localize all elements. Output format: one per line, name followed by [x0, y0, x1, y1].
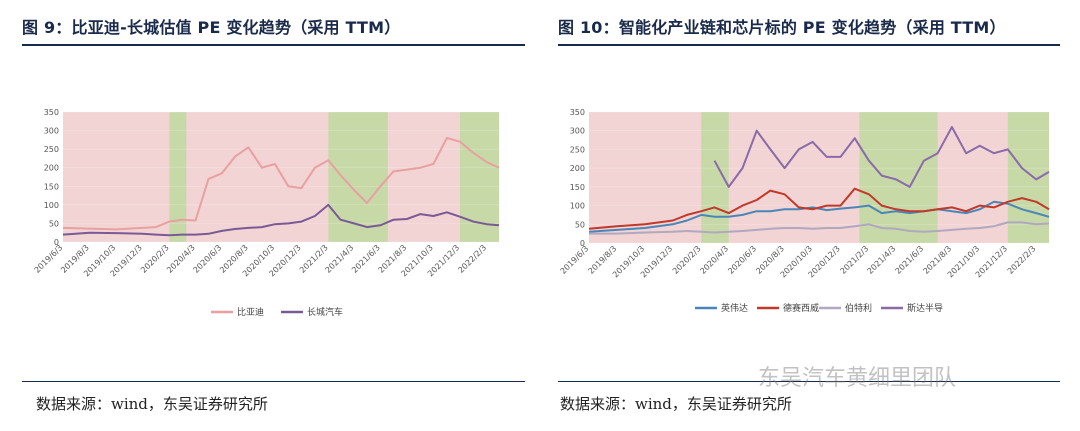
- right-x-tick-label: 2022/2/3: [1006, 244, 1038, 276]
- left-source-rule: [22, 381, 525, 382]
- right-y-tick-label: 100: [570, 202, 585, 211]
- right-pe-chart: 0501001502002503003502019/6/32019/8/3201…: [559, 108, 1050, 314]
- right-legend-label: 斯达半导: [907, 302, 943, 314]
- left-legend-label: 比亚迪: [237, 306, 264, 318]
- right-figure-panel: 图 10：智能化产业链和芯片标的 PE 变化趋势（采用 TTM） 0 50 100 1…: [548, 0, 1080, 431]
- right-legend-label: 英伟达: [721, 302, 748, 314]
- right-y-tick-label: 50: [575, 220, 585, 229]
- left-y-tick-label: 250: [44, 145, 59, 154]
- left-x-tick-label: 2022/2/3: [456, 243, 488, 275]
- right-highlight-band: [1007, 112, 1049, 243]
- left-series-line: [62, 203, 500, 237]
- right-y-tick-label: 0: [580, 239, 585, 248]
- right-x-tick-label: 2021/6/3: [894, 244, 926, 276]
- right-series-line: [713, 126, 1050, 188]
- left-highlight-band: [328, 112, 388, 242]
- right-x-tick-label: 2021/4/3: [866, 244, 898, 276]
- left-title-rule: [22, 44, 525, 46]
- left-plot-background: [63, 112, 499, 242]
- left-figure-panel: 图 9：比亚迪-长城估值 PE 变化趋势（采用 TTM） 0 50 100 150 20…: [0, 0, 525, 431]
- left-source-note: 数据来源：wind，东吴证券研究所: [36, 395, 268, 413]
- left-series-line: [62, 137, 500, 231]
- right-highlight-band: [859, 112, 938, 243]
- right-source-note: 数据来源：wind，东吴证券研究所: [560, 395, 792, 413]
- right-legend-label: 伯特利: [845, 302, 872, 314]
- right-x-tick-label: 2020/6/3: [726, 244, 758, 276]
- right-y-tick-label: 300: [570, 127, 585, 136]
- left-highlight-band: [459, 112, 499, 242]
- right-title-rule: [558, 44, 1060, 46]
- left-y-tick-label: 200: [44, 164, 59, 173]
- left-y-tick-label: 300: [44, 127, 59, 136]
- right-y-tick-label: 200: [570, 164, 585, 173]
- left-y-tick-label: 150: [44, 182, 59, 191]
- right-y-tick-label: 250: [570, 145, 585, 154]
- left-y-tick-label: 100: [44, 201, 59, 210]
- right-x-tick-label: 2019/6/3: [559, 244, 591, 276]
- right-x-tick-label: 2021/2/3: [839, 244, 871, 276]
- right-source-rule: [558, 381, 1060, 382]
- right-series-line: [588, 200, 1050, 233]
- left-y-tick-label: 50: [49, 219, 59, 228]
- left-highlight-band: [169, 112, 187, 242]
- left-y-tick-label: 350: [44, 108, 59, 117]
- left-figure-title: 图 9：比亚迪-长城估值 PE 变化趋势（采用 TTM）: [22, 18, 401, 37]
- right-figure-title: 图 10：智能化产业链和芯片标的 PE 变化趋势（采用 TTM）: [558, 18, 1006, 37]
- wechat-watermark: 东吴汽车黄细里团队: [758, 366, 957, 391]
- left-legend-label: 长城汽车: [307, 306, 343, 318]
- right-x-tick-label: 2020/2/3: [671, 244, 703, 276]
- right-series-line: [589, 221, 1050, 235]
- left-y-tick-label: 0: [54, 238, 59, 247]
- right-legend-label: 德赛西威: [783, 302, 819, 314]
- left-pe-chart: 0501001502002503003502019/6/32019/8/3201…: [33, 108, 500, 318]
- right-y-tick-label: 350: [570, 108, 585, 117]
- right-x-tick-label: 2020/4/3: [698, 244, 730, 276]
- right-series-line: [588, 187, 1050, 230]
- right-y-tick-label: 150: [570, 183, 585, 192]
